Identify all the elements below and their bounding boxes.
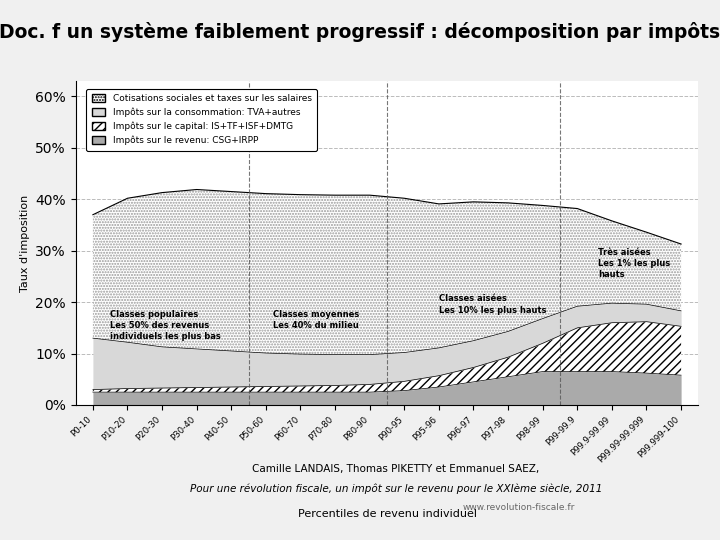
Text: Classes populaires
Les 50% des revenus
individuels les plus bas: Classes populaires Les 50% des revenus i… <box>110 310 221 341</box>
Legend: Cotisations sociales et taxes sur les salaires, Impôts sur la consommation: TVA+: Cotisations sociales et taxes sur les sa… <box>86 89 317 151</box>
Text: Classes aisées
Les 10% les plus hauts: Classes aisées Les 10% les plus hauts <box>439 294 546 314</box>
Text: Très aisées
Les 1% les plus
hauts: Très aisées Les 1% les plus hauts <box>598 248 670 279</box>
Text: Camille LANDAIS, Thomas PIKETTY et Emmanuel SAEZ,: Camille LANDAIS, Thomas PIKETTY et Emman… <box>253 464 539 475</box>
Text: www.revolution-fiscale.fr: www.revolution-fiscale.fr <box>462 503 575 512</box>
Y-axis label: Taux d'imposition: Taux d'imposition <box>19 194 30 292</box>
Text: Pour une révolution fiscale, un impôt sur le revenu pour le XXIème siècle, 2011: Pour une révolution fiscale, un impôt su… <box>190 483 602 494</box>
X-axis label: Percentiles de revenu individuel: Percentiles de revenu individuel <box>297 509 477 519</box>
Text: Classes moyennes
Les 40% du milieu: Classes moyennes Les 40% du milieu <box>273 310 359 330</box>
Text: Doc. f un système faiblement progressif : décomposition par impôts: Doc. f un système faiblement progressif … <box>0 22 720 43</box>
